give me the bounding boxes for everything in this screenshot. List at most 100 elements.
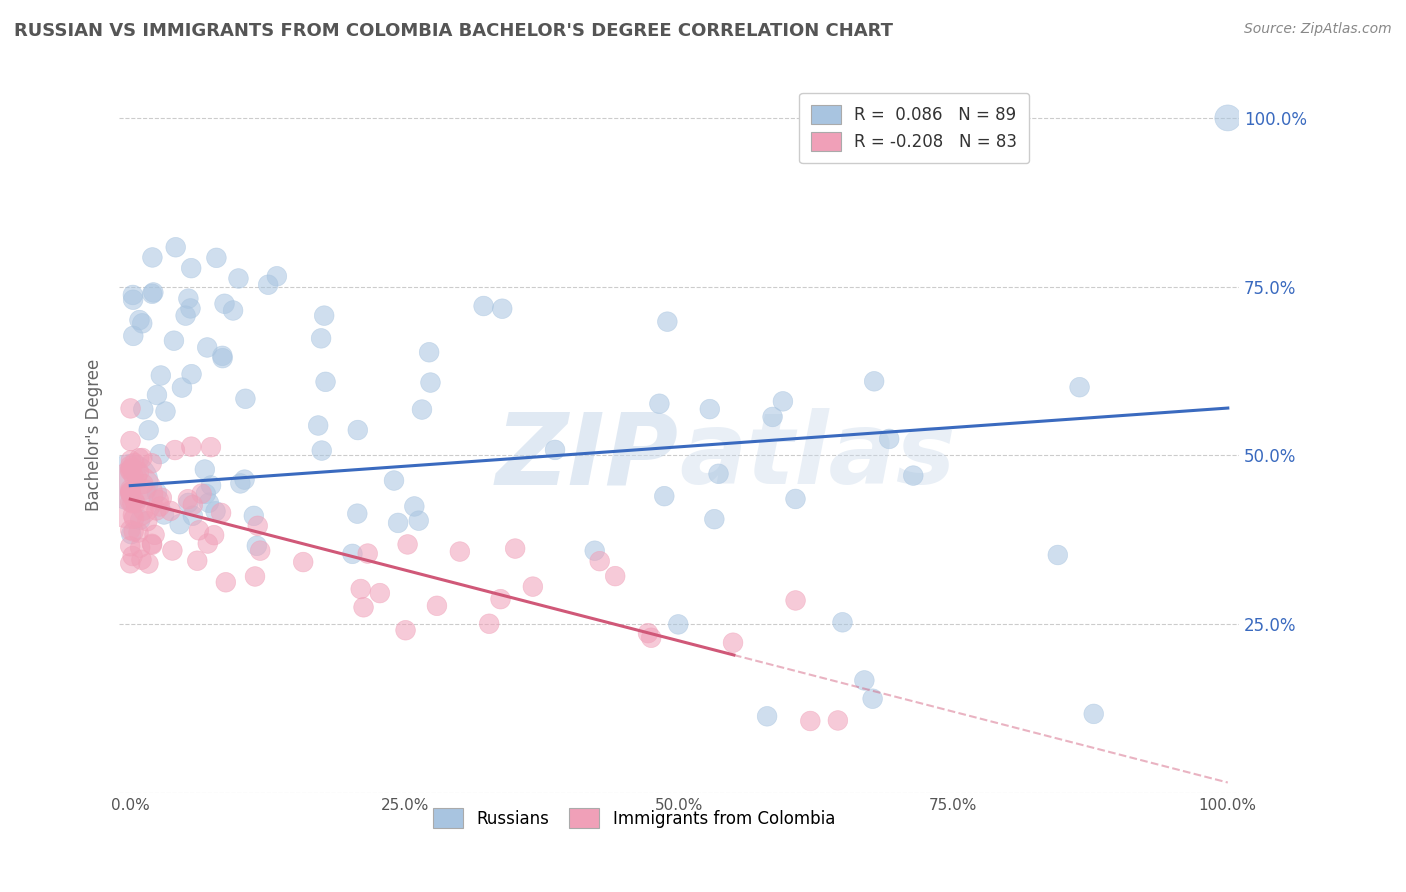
Point: [120, 485, 142, 500]
Point: [311, 443, 333, 458]
Point: [194, 487, 217, 501]
Point: [666, 617, 689, 632]
Point: [209, 506, 232, 520]
Point: [131, 552, 153, 566]
Point: [346, 507, 368, 521]
Point: [131, 316, 153, 330]
Point: [382, 474, 405, 488]
Point: [785, 491, 807, 506]
Point: [204, 504, 226, 518]
Point: [120, 463, 142, 477]
Point: [142, 285, 165, 300]
Point: [122, 511, 145, 525]
Point: [257, 277, 280, 292]
Point: [122, 524, 145, 539]
Point: [831, 615, 853, 630]
Point: [243, 508, 266, 523]
Point: [246, 518, 269, 533]
Point: [229, 476, 252, 491]
Point: [235, 392, 257, 406]
Point: [177, 492, 200, 507]
Point: [120, 461, 142, 475]
Point: [583, 543, 606, 558]
Point: [163, 334, 186, 348]
Point: [141, 537, 163, 551]
Point: [150, 491, 173, 505]
Point: [125, 470, 148, 484]
Point: [180, 440, 202, 454]
Point: [141, 456, 163, 470]
Point: [1069, 380, 1091, 394]
Point: [180, 261, 202, 276]
Point: [128, 525, 150, 540]
Point: [309, 331, 332, 345]
Point: [197, 536, 219, 550]
Point: [637, 626, 659, 640]
Point: [120, 401, 142, 416]
Point: [194, 462, 217, 476]
Point: [357, 547, 380, 561]
Point: [266, 269, 288, 284]
Point: [503, 541, 526, 556]
Point: [120, 458, 142, 473]
Point: [120, 434, 142, 448]
Point: [121, 549, 143, 563]
Point: [200, 478, 222, 492]
Point: [228, 271, 250, 285]
Point: [124, 456, 146, 470]
Point: [640, 631, 662, 645]
Point: [799, 714, 821, 728]
Point: [145, 503, 167, 517]
Point: [120, 523, 142, 537]
Point: [233, 473, 256, 487]
Text: ZIP: ZIP: [496, 408, 679, 505]
Point: [177, 292, 200, 306]
Point: [200, 440, 222, 454]
Legend: Russians, Immigrants from Colombia: Russians, Immigrants from Colombia: [426, 802, 842, 834]
Point: [404, 500, 426, 514]
Point: [121, 496, 143, 510]
Point: [120, 539, 142, 553]
Point: [314, 309, 336, 323]
Point: [120, 557, 142, 571]
Point: [411, 402, 433, 417]
Point: [472, 299, 495, 313]
Point: [149, 500, 172, 514]
Point: [853, 673, 876, 688]
Point: [215, 575, 238, 590]
Point: [863, 374, 886, 388]
Point: [408, 514, 430, 528]
Point: [190, 486, 212, 500]
Point: [169, 517, 191, 532]
Point: [489, 592, 512, 607]
Point: [350, 582, 373, 596]
Point: [165, 240, 187, 254]
Point: [129, 541, 152, 555]
Point: [522, 580, 544, 594]
Point: [419, 376, 441, 390]
Point: [143, 528, 166, 542]
Point: [827, 714, 849, 728]
Point: [120, 464, 142, 478]
Point: [703, 512, 725, 526]
Point: [121, 508, 143, 522]
Point: [141, 538, 163, 552]
Point: [136, 514, 159, 528]
Point: [387, 516, 409, 530]
Point: [418, 345, 440, 359]
Point: [132, 402, 155, 417]
Point: [648, 397, 671, 411]
Point: [195, 341, 218, 355]
Point: [449, 544, 471, 558]
Point: [174, 309, 197, 323]
Point: [181, 508, 204, 523]
Point: [246, 539, 269, 553]
Point: [222, 303, 245, 318]
Point: [141, 251, 163, 265]
Point: [292, 555, 315, 569]
Point: [214, 297, 236, 311]
Point: [128, 465, 150, 479]
Point: [205, 251, 228, 265]
Point: [149, 447, 172, 461]
Y-axis label: Bachelor's Degree: Bachelor's Degree: [86, 359, 103, 511]
